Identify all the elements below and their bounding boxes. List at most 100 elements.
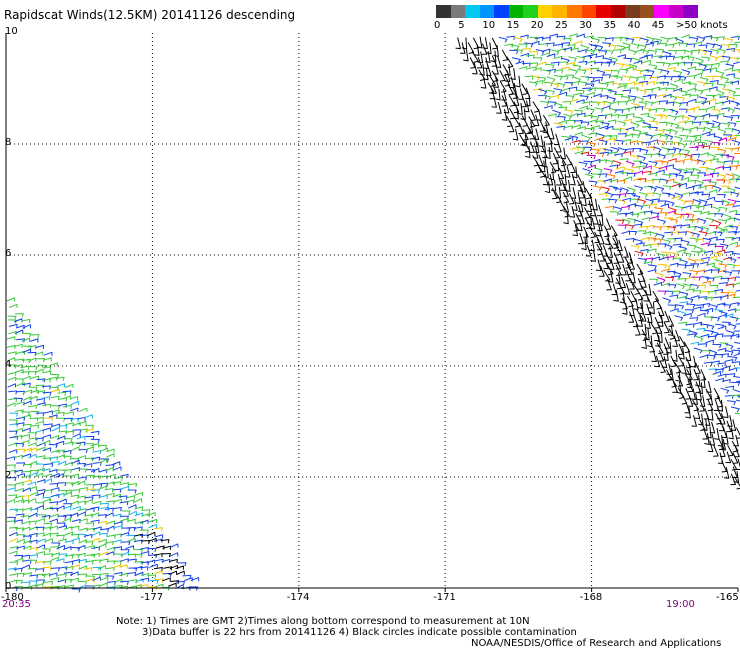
- wind-barb-flag: [700, 60, 704, 64]
- wind-barb-flag: [170, 566, 173, 571]
- wind-barb: [34, 351, 44, 356]
- wind-barb: [727, 230, 737, 233]
- wind-barb: [646, 81, 655, 84]
- wind-barb: [659, 113, 669, 117]
- wind-barb: [710, 393, 713, 406]
- wind-barb-flag: [680, 207, 684, 211]
- wind-barb: [710, 172, 720, 175]
- wind-barb: [703, 35, 713, 38]
- wind-barb: [27, 481, 37, 486]
- wind-barb: [675, 329, 680, 342]
- wind-barb: [604, 125, 614, 130]
- wind-barb: [651, 152, 661, 156]
- wind-barb-flag: [538, 145, 544, 148]
- wind-barb: [711, 109, 721, 111]
- wind-barb: [63, 514, 73, 516]
- wind-barb-flag: [697, 175, 700, 179]
- wind-barb-flag: [135, 483, 138, 488]
- wind-barb-flag: [712, 44, 715, 49]
- wind-barb: [588, 200, 593, 213]
- wind-barb-flag: [526, 132, 532, 135]
- wind-barb-flag: [504, 39, 508, 43]
- wind-barb: [651, 100, 661, 105]
- wind-barb: [549, 33, 558, 37]
- wind-barb: [639, 55, 648, 59]
- wind-barb: [661, 192, 671, 195]
- wind-barb-flag: [119, 560, 122, 565]
- wind-barb: [21, 526, 31, 531]
- wind-barb: [499, 70, 506, 81]
- wind-barb: [84, 414, 93, 419]
- wind-barb-flag: [711, 123, 715, 128]
- wind-barb: [65, 411, 75, 414]
- wind-barb: [565, 95, 575, 97]
- wind-barb: [57, 538, 67, 542]
- wind-barb-flag: [672, 102, 675, 106]
- wind-barb: [700, 152, 709, 156]
- wind-barb: [724, 250, 734, 254]
- wind-barb: [58, 498, 67, 503]
- wind-barb: [27, 520, 37, 523]
- wind-barb: [673, 70, 682, 73]
- wind-barb: [575, 99, 585, 103]
- wind-barb: [714, 200, 724, 203]
- wind-barb-flag: [705, 79, 709, 83]
- wind-barb: [106, 448, 115, 453]
- wind-barb-flag: [585, 96, 589, 101]
- wind-barb: [14, 454, 23, 459]
- wind-barb: [603, 168, 613, 171]
- wind-barb: [703, 49, 713, 53]
- wind-barb-flag: [636, 156, 640, 160]
- wind-barb-flag: [684, 278, 687, 283]
- wind-barb: [603, 148, 613, 152]
- wind-barb-flag: [731, 175, 735, 180]
- wind-barb: [50, 395, 60, 399]
- wind-barb: [528, 146, 531, 158]
- wind-barb-flag: [715, 37, 719, 42]
- wind-barb: [608, 135, 618, 137]
- wind-barb-flag: [154, 548, 157, 552]
- wind-barb: [50, 435, 59, 439]
- wind-barb-flag: [556, 84, 560, 89]
- wind-barb: [630, 155, 640, 157]
- wind-barb: [140, 561, 150, 564]
- wind-barb: [91, 456, 101, 460]
- wind-barb-flag: [722, 239, 725, 243]
- wind-barb-flag: [84, 417, 86, 422]
- wind-barb-flag: [492, 47, 498, 50]
- wind-barb-flag: [619, 301, 625, 304]
- wind-barb-flag: [661, 130, 665, 135]
- wind-barb-flag: [706, 398, 712, 401]
- wind-barb: [169, 543, 179, 548]
- wind-barb: [652, 290, 660, 302]
- wind-barb-flag: [679, 138, 683, 142]
- legend-swatch: [596, 5, 612, 18]
- wind-barb: [623, 176, 633, 180]
- wind-barb-flag: [698, 62, 702, 67]
- wind-barb: [476, 44, 480, 56]
- wind-barb: [594, 213, 599, 225]
- wind-barb-flag: [618, 194, 621, 199]
- wind-barb-flag: [737, 270, 740, 275]
- wind-barb: [615, 62, 624, 65]
- wind-barb-flag: [655, 279, 659, 283]
- wind-barb-flag: [128, 528, 131, 532]
- wind-barb: [665, 178, 675, 182]
- wind-barb-flag: [696, 161, 700, 165]
- wind-barb-flag: [668, 130, 672, 135]
- wind-barb: [616, 44, 626, 48]
- wind-barb: [134, 520, 144, 525]
- wind-barb: [593, 250, 596, 262]
- wind-barb-flag: [735, 318, 739, 322]
- wind-barb: [513, 36, 523, 40]
- wind-barb-flag: [590, 236, 596, 239]
- wind-barb: [561, 87, 571, 92]
- wind-barb-flag: [641, 346, 647, 349]
- wind-barb: [42, 434, 52, 438]
- wind-barb: [50, 461, 60, 464]
- wind-barb: [580, 151, 590, 155]
- wind-barb: [733, 107, 740, 110]
- wind-barb: [98, 532, 108, 535]
- wind-barb-flag: [604, 51, 608, 55]
- wind-barb: [722, 166, 732, 169]
